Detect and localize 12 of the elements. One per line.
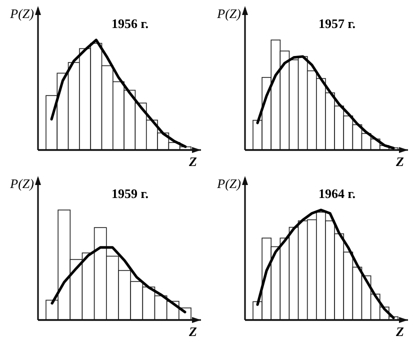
x-axis-title: Z bbox=[395, 154, 404, 169]
chart-title: 1964 г. bbox=[318, 186, 356, 201]
y-axis-title: P(Z) bbox=[9, 176, 34, 191]
x-axis-title: Z bbox=[188, 324, 198, 339]
y-axis-title: P(Z) bbox=[216, 6, 241, 21]
chart-title: 1957 г. bbox=[318, 16, 356, 31]
x-axis-title: Z bbox=[395, 324, 404, 339]
y-axis-title: P(Z) bbox=[9, 6, 34, 21]
y-axis-title: P(Z) bbox=[216, 176, 241, 191]
chart-title: 1956 г. bbox=[112, 16, 148, 31]
x-axis-title: Z bbox=[188, 154, 198, 169]
chart-title: 1959 г. bbox=[112, 186, 148, 201]
